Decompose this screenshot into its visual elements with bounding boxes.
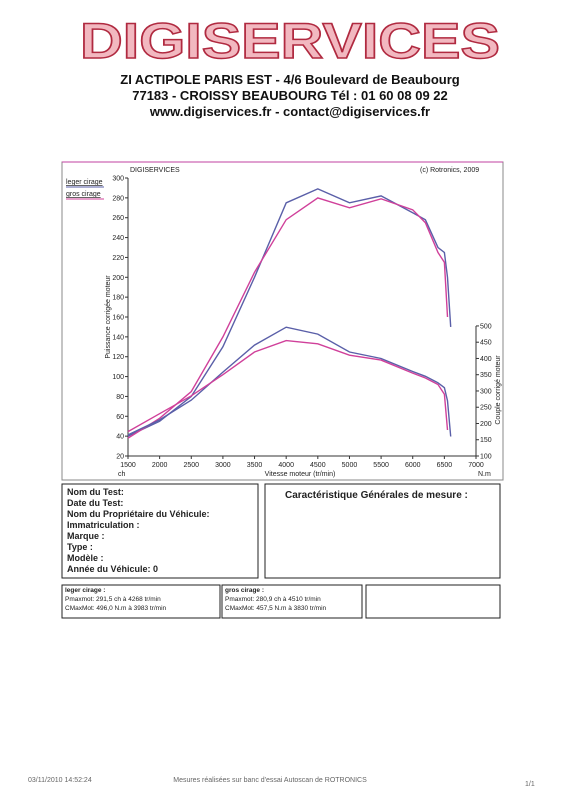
y-tick-label: 280 — [112, 195, 124, 202]
y-tick-label: 20 — [116, 454, 124, 461]
form-field: Marque : — [67, 531, 105, 541]
address: 77183 - CROISSY BEAUBOURG Tél : 01 60 08… — [132, 88, 448, 103]
y2-tick-label: 300 — [480, 388, 492, 395]
y-tick-label: 300 — [112, 176, 124, 183]
y2-tick-label: 400 — [480, 356, 492, 363]
y-tick-label: 200 — [112, 275, 124, 282]
y-label: Puissance corrigée moteur — [105, 275, 112, 359]
y-tick-label: 100 — [112, 374, 124, 381]
result-box — [365, 584, 501, 619]
result-line: Pmaxmot: 291,5 ch à 4268 tr/min — [65, 596, 161, 603]
result-title: gros cirage : — [225, 587, 264, 594]
y-tick-label: 80 — [116, 394, 124, 401]
x-label: Vitesse moteur (tr/min) — [265, 471, 336, 478]
form-field: Date du Test: — [67, 498, 123, 508]
result-line: Pmaxmot: 280,9 ch à 4510 tr/min — [225, 596, 321, 603]
y2-tick-label: 200 — [480, 421, 492, 428]
series-line — [127, 326, 452, 437]
y2-tick-label: 250 — [480, 405, 492, 412]
legend-label: leger cirage — [66, 179, 103, 186]
x-tick-label: 5000 — [342, 462, 358, 469]
chart-title: DIGISERVICES — [130, 167, 180, 174]
form-field: Type : — [67, 542, 93, 552]
y-tick-label: 60 — [116, 414, 124, 421]
general-box — [264, 483, 501, 579]
copyright: (c) Rotronics, 2009 — [420, 167, 479, 174]
result-line: CMaxMot: 457,5 N.m à 3830 tr/min — [225, 605, 327, 612]
y-tick-label: 180 — [112, 295, 124, 302]
page-number: 1/1 — [525, 781, 535, 788]
y-tick-label: 220 — [112, 255, 124, 262]
form-field: Nom du Test: — [67, 487, 124, 497]
y-tick-label: 40 — [116, 434, 124, 441]
y2-label: Couple corrigé moteur — [495, 355, 502, 425]
y-tick-label: 140 — [112, 334, 124, 341]
form-field: Année du Véhicule: 0 — [67, 564, 158, 574]
x-tick-label: 1500 — [120, 462, 136, 469]
form-field: Immatriculation : — [67, 520, 140, 530]
logo: DIGISERVICES — [80, 13, 500, 69]
form-field: Modèle : — [67, 553, 104, 563]
x-tick-label: 4500 — [310, 462, 326, 469]
series-line — [127, 188, 452, 437]
result-box — [61, 584, 221, 619]
y2-tick-label: 450 — [480, 340, 492, 347]
x-tick-label: 2500 — [183, 462, 199, 469]
general-title: Caractéristique Générales de mesure : — [285, 490, 468, 501]
y-unit: ch — [118, 471, 126, 478]
x-tick-label: 3000 — [215, 462, 231, 469]
result-box — [221, 584, 363, 619]
form-field: Nom du Propriétaire du Véhicule: — [67, 509, 210, 519]
web: www.digiservices.fr - contact@digiservic… — [149, 104, 430, 119]
timestamp: 03/11/2010 14:52:24 — [28, 777, 92, 784]
x-tick-label: 4000 — [278, 462, 294, 469]
x-tick-label: 3500 — [247, 462, 263, 469]
result-title: leger cirage : — [65, 587, 105, 594]
y2-tick-label: 350 — [480, 372, 492, 379]
y-tick-label: 240 — [112, 235, 124, 242]
x-tick-label: 6000 — [405, 462, 421, 469]
x-tick-label: 6500 — [437, 462, 453, 469]
series-line — [127, 339, 449, 433]
y2-tick-label: 100 — [480, 454, 492, 461]
result-line: CMaxMot: 496,0 N.m à 3983 tr/min — [65, 605, 167, 612]
x-tick-label: 5500 — [373, 462, 389, 469]
y2-tick-label: 500 — [480, 323, 492, 330]
address: ZI ACTIPOLE PARIS EST - 4/6 Boulevard de… — [120, 72, 460, 87]
test-box — [61, 483, 259, 579]
footer-note: Mesures réalisées sur banc d'essai Autos… — [173, 777, 367, 784]
y2-unit: N.m — [478, 471, 491, 478]
y-tick-label: 120 — [112, 354, 124, 361]
y-tick-label: 160 — [112, 315, 124, 322]
y-tick-label: 260 — [112, 215, 124, 222]
y2-tick-label: 150 — [480, 437, 492, 444]
x-tick-label: 7000 — [468, 462, 484, 469]
series-line — [127, 197, 449, 439]
x-tick-label: 2000 — [152, 462, 168, 469]
legend-label: gros cirage — [66, 191, 101, 198]
